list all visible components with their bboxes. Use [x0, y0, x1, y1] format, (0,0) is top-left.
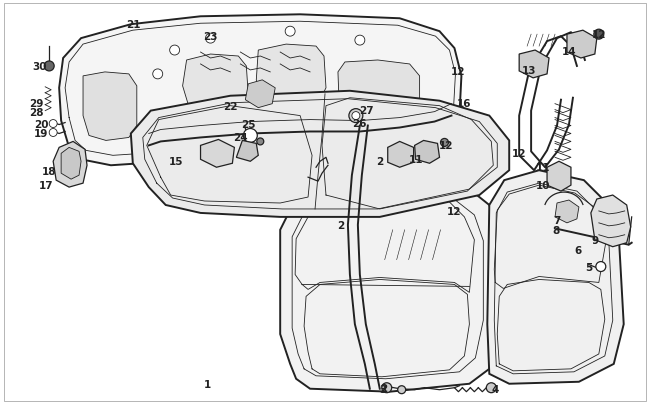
Text: 29: 29	[29, 98, 44, 109]
Text: 12: 12	[512, 149, 527, 159]
Text: 12: 12	[439, 141, 454, 151]
Text: 14: 14	[562, 47, 577, 57]
Text: 2: 2	[380, 383, 387, 393]
Circle shape	[285, 27, 295, 37]
Text: 5: 5	[585, 262, 593, 272]
Circle shape	[153, 70, 162, 80]
Polygon shape	[53, 142, 87, 188]
Text: 17: 17	[39, 181, 53, 191]
Circle shape	[352, 112, 360, 120]
Polygon shape	[201, 140, 235, 168]
Circle shape	[355, 36, 365, 46]
Polygon shape	[256, 45, 326, 102]
Circle shape	[596, 262, 606, 272]
Polygon shape	[183, 55, 248, 111]
Text: 4: 4	[491, 384, 499, 394]
Text: 11: 11	[536, 163, 551, 173]
Text: 2: 2	[337, 221, 344, 231]
Circle shape	[44, 62, 54, 72]
Text: 23: 23	[203, 32, 218, 42]
Text: 28: 28	[29, 107, 44, 117]
Polygon shape	[415, 141, 439, 164]
Circle shape	[349, 109, 363, 123]
Text: 30: 30	[32, 62, 47, 72]
Text: 3: 3	[379, 384, 386, 394]
Text: 24: 24	[233, 133, 248, 143]
Circle shape	[49, 120, 57, 128]
Polygon shape	[555, 200, 579, 223]
Text: 25: 25	[241, 119, 255, 129]
Circle shape	[594, 30, 604, 40]
Text: 26: 26	[352, 118, 367, 128]
Text: 12: 12	[450, 67, 465, 77]
Circle shape	[486, 383, 496, 393]
Text: 7: 7	[553, 215, 561, 225]
Text: 8: 8	[552, 225, 560, 235]
Circle shape	[382, 383, 392, 393]
Text: 22: 22	[223, 101, 238, 111]
Circle shape	[441, 139, 448, 147]
Circle shape	[49, 129, 57, 137]
Circle shape	[205, 34, 215, 44]
Polygon shape	[59, 15, 462, 166]
Text: 19: 19	[34, 129, 48, 139]
Polygon shape	[388, 142, 413, 168]
Text: 12: 12	[447, 207, 462, 216]
Text: 6: 6	[575, 245, 582, 255]
Polygon shape	[280, 171, 499, 392]
Polygon shape	[547, 162, 571, 192]
Polygon shape	[338, 61, 420, 134]
Circle shape	[398, 386, 406, 394]
Text: 27: 27	[359, 105, 374, 115]
Circle shape	[170, 46, 179, 56]
Polygon shape	[131, 92, 509, 217]
Circle shape	[243, 129, 257, 143]
Polygon shape	[83, 73, 136, 141]
Polygon shape	[245, 81, 275, 109]
Text: 15: 15	[168, 157, 183, 167]
Polygon shape	[519, 51, 549, 79]
Text: 9: 9	[592, 235, 599, 245]
Text: 21: 21	[127, 20, 141, 30]
Text: 16: 16	[457, 98, 472, 109]
Polygon shape	[591, 196, 630, 247]
Polygon shape	[61, 148, 81, 180]
Circle shape	[257, 139, 264, 145]
Polygon shape	[488, 171, 624, 384]
Text: 11: 11	[408, 155, 423, 165]
Polygon shape	[237, 141, 258, 162]
Text: 20: 20	[34, 119, 49, 129]
Text: 2: 2	[376, 157, 384, 167]
Text: 12: 12	[592, 30, 606, 40]
Text: 18: 18	[42, 167, 57, 177]
Text: 13: 13	[522, 66, 536, 76]
Text: 10: 10	[536, 181, 551, 191]
Polygon shape	[567, 31, 597, 59]
Text: 1: 1	[204, 379, 211, 389]
